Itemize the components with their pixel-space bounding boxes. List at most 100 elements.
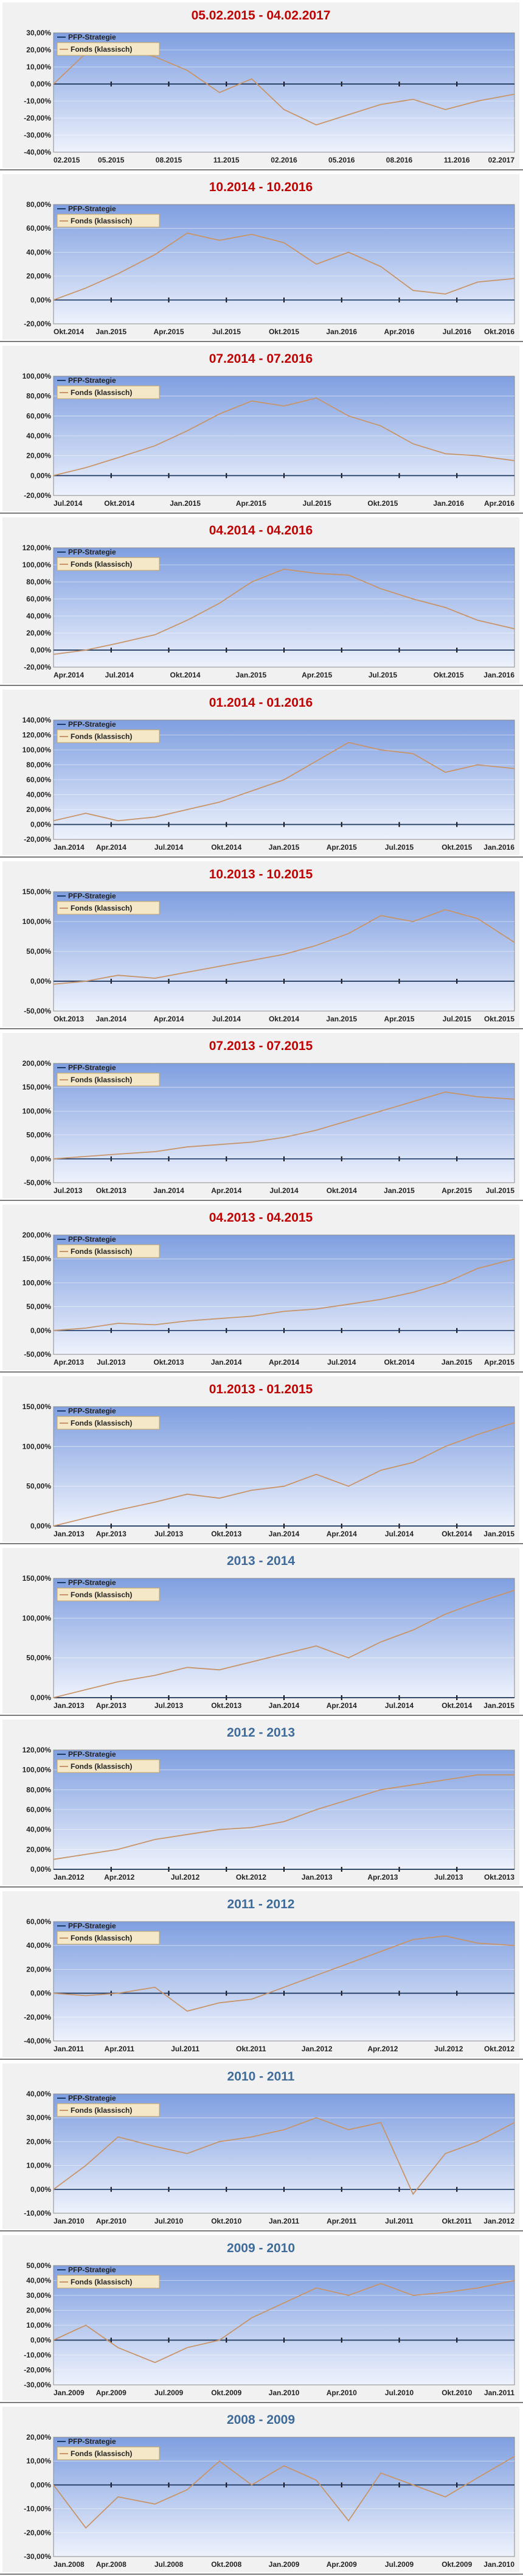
y-tick-label: 150,00% [23, 1402, 52, 1411]
legend-strategy-label: PFP-Strategie [68, 205, 116, 213]
x-tick-label: 11.2015 [213, 156, 240, 164]
x-tick-label: Apr.2009 [327, 2560, 357, 2569]
chart-panel: 2012 - 2013 120,00% 100,00% 80,00% 60,00% 40,… [2, 1720, 519, 1886]
x-tick-label: Apr.2012 [104, 1873, 134, 1881]
y-tick-label: -20,00% [24, 2529, 51, 2537]
legend-fund-label: Fonds (klassisch) [71, 2278, 132, 2286]
legend-fund-box [57, 214, 160, 228]
chart-title: 01.2013 - 01.2015 [209, 1382, 313, 1397]
panel-divider [0, 1199, 523, 1201]
x-tick-label: Okt.2013 [484, 1873, 514, 1881]
y-tick-label: 20,00% [26, 1965, 51, 1974]
legend-fund-label: Fonds (klassisch) [71, 1076, 132, 1084]
x-tick-label: Jul.2013 [154, 1701, 184, 1710]
legend-fund-label: Fonds (klassisch) [71, 1591, 132, 1599]
panel-divider [0, 684, 523, 686]
legend-strategy-label: PFP-Strategie [68, 2266, 116, 2274]
x-tick-label: 05.2016 [328, 156, 355, 164]
x-tick-label: Jan.2016 [326, 327, 357, 336]
chart-panel: 04.2014 - 04.2016 120,00% 100,00% 80,00% 60,… [2, 517, 519, 684]
x-tick-label: Jul.2014 [385, 1530, 414, 1538]
legend-fund-box [57, 2446, 160, 2460]
y-tick-label: 150,00% [23, 1574, 52, 1583]
y-tick-label: 150,00% [23, 1255, 52, 1263]
y-tick-label: 0,00% [30, 1865, 51, 1874]
x-tick-label: Jan.2016 [483, 843, 514, 852]
y-tick-label: -20,00% [24, 663, 51, 671]
legend-fund-box [57, 557, 160, 571]
legend-fund-label: Fonds (klassisch) [71, 904, 132, 912]
y-tick-label: -10,00% [24, 2351, 51, 2359]
x-tick-label: Jul.2014 [269, 1186, 299, 1195]
panel-divider [0, 2401, 523, 2403]
x-tick-label: Jul.2015 [212, 327, 241, 336]
fund-series-line [53, 233, 515, 301]
x-tick-label: Okt.2014 [327, 1186, 357, 1195]
x-tick-label: Jan.2011 [54, 2045, 84, 2053]
legend-strategy-label: PFP-Strategie [68, 1063, 116, 1072]
y-tick-label: 20,00% [26, 629, 51, 637]
y-tick-label: 200,00% [23, 1231, 52, 1239]
y-tick-label: 50,00% [26, 1654, 51, 1662]
chart-title: 04.2013 - 04.2015 [209, 1210, 313, 1225]
x-tick-label: Apr.2014 [269, 1358, 299, 1367]
x-tick-label: Jan.2016 [483, 671, 514, 679]
y-tick-label: 0,00% [30, 2185, 51, 2193]
x-tick-label: 08.2015 [156, 156, 182, 164]
chart-title: 10.2014 - 10.2016 [209, 180, 313, 195]
x-tick-label: Jul.2010 [385, 2389, 414, 2397]
x-tick-label: Jan.2014 [269, 1701, 300, 1710]
y-tick-label: -30,00% [24, 2381, 51, 2389]
panel-divider [0, 2058, 523, 2060]
panel-divider [0, 1027, 523, 1029]
y-tick-label: 60,00% [26, 775, 51, 784]
legend: PFP-Strategie Fonds (klassisch) [57, 376, 160, 399]
y-tick-label: -20,00% [24, 835, 51, 844]
legend-fund-label: Fonds (klassisch) [71, 560, 132, 569]
x-tick-label: Jan.2015 [483, 1530, 514, 1538]
x-tick-label: Apr.2013 [367, 1873, 398, 1881]
chart-panel: 2013 - 2014 150,00% 100,00% 50,00% 0,00% Jan.… [2, 1548, 519, 1714]
legend-fund-box [57, 42, 160, 56]
x-tick-label: Okt.2010 [211, 2217, 241, 2225]
panel-divider [0, 1371, 523, 1373]
x-tick-label: Okt.2014 [211, 843, 241, 852]
x-tick-label: Apr.2015 [384, 1015, 414, 1023]
x-tick-label: Jan.2008 [54, 2560, 85, 2569]
x-tick-label: Apr.2016 [384, 327, 414, 336]
legend-fund-box [57, 1759, 160, 1773]
legend-strategy-label: PFP-Strategie [68, 720, 116, 729]
x-tick-label: Jul.2012 [171, 1873, 200, 1881]
y-tick-label: 0,00% [30, 977, 51, 985]
x-tick-label: Okt.2014 [442, 1701, 472, 1710]
y-tick-label: 0,00% [30, 1155, 51, 1163]
y-tick-label: 200,00% [23, 1059, 52, 1068]
legend-fund-box [57, 901, 160, 915]
x-tick-label: Apr.2014 [327, 1701, 357, 1710]
x-tick-label: Apr.2013 [96, 1530, 126, 1538]
x-tick-label: Okt.2013 [153, 1358, 184, 1367]
x-tick-label: Jan.2014 [153, 1186, 184, 1195]
x-tick-label: Jan.2015 [326, 1015, 357, 1023]
chart-panel: 04.2013 - 04.2015 200,00% 150,00% 100,00% 50… [2, 1204, 519, 1371]
line-chart: 200,00%150,00%100,00%50,00%0,00%-50,00%A… [23, 1231, 515, 1367]
y-tick-label: 80,00% [26, 578, 51, 586]
x-tick-label: Apr.2015 [153, 327, 184, 336]
y-tick-label: 10,00% [26, 2321, 51, 2329]
chart-panel: 2009 - 2010 50,00% 40,00% 30,00% 20,00% 10,00… [2, 2235, 519, 2401]
x-tick-label: Okt.2013 [54, 1015, 84, 1023]
x-tick-label: Jan.2013 [54, 1530, 85, 1538]
y-tick-label: 100,00% [23, 561, 52, 569]
y-tick-label: -10,00% [24, 97, 51, 105]
legend-fund-label: Fonds (klassisch) [71, 2449, 132, 2458]
y-tick-label: 20,00% [26, 452, 51, 460]
legend: PFP-Strategie Fonds (klassisch) [57, 33, 160, 56]
x-tick-label: Apr.2015 [327, 843, 357, 852]
x-tick-label: Apr.2015 [302, 671, 332, 679]
panel-divider [0, 2573, 523, 2575]
x-tick-label: Jan.2015 [269, 843, 300, 852]
y-tick-label: 60,00% [26, 1805, 51, 1814]
x-tick-label: Jan.2013 [54, 1701, 85, 1710]
y-tick-label: 0,00% [30, 80, 51, 88]
panel-divider [0, 1715, 523, 1717]
